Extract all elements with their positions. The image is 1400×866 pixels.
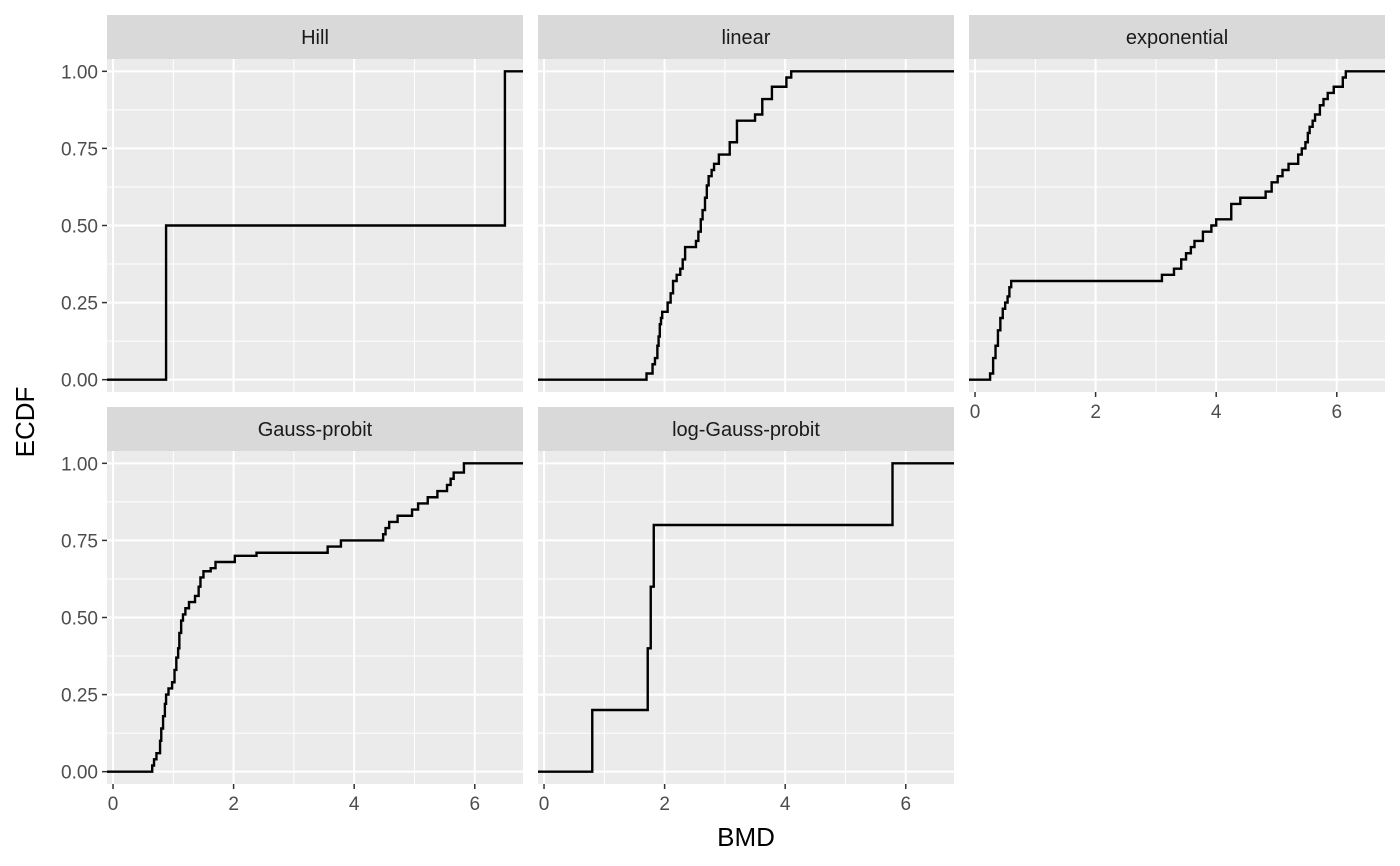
x-tick-label: 2 [659,794,670,815]
x-tick-label: 4 [349,794,360,815]
y-tick-label: 1.00 [61,454,98,475]
x-tick-label: 2 [1090,402,1101,423]
y-tick-label: 0.75 [61,531,98,552]
facet-strip [969,15,1385,59]
y-tick-label: 0.75 [61,139,98,160]
ecdf-step-line-linear [538,70,954,381]
y-axis-label: ECDF [10,387,40,458]
panel-gauss-probit: Gauss-probit 0.00 0.25 0.50 0.75 1.00 0 2 4 6 [61,407,523,815]
x-tick-label: 4 [780,794,791,815]
y-tick-label: 0.00 [61,371,98,392]
facet-strip [538,407,954,451]
ecdf-step-line-exponential [969,70,1385,381]
x-tick-label: 2 [228,794,239,815]
facet-strip-label: linear [722,27,771,49]
facet-panels: Hill 0.00 0.25 0.50 0.75 1.00 linear exponentia… [61,15,1385,815]
ecdf-step-line-hill [107,70,523,381]
y-tick-label: 0.50 [61,217,98,238]
y-tick-label: 0.25 [61,294,98,315]
panel-log-gauss-probit: log-Gauss-probit 0 2 4 6 [538,407,954,815]
facet-strip-label: log-Gauss-probit [672,419,820,441]
y-tick-label: 0.00 [61,763,98,784]
facet-strip [107,15,523,59]
facet-strip [538,15,954,59]
panel-linear: linear [538,15,954,392]
x-tick-label: 0 [108,794,119,815]
x-tick-label: 6 [1331,402,1342,423]
facet-strip [107,407,523,451]
facet-strip-label: Hill [301,27,329,49]
x-tick-label: 4 [1211,402,1222,423]
y-tick-label: 1.00 [61,62,98,83]
y-tick-label: 0.50 [61,609,98,630]
panel-hill: Hill 0.00 0.25 0.50 0.75 1.00 [61,15,523,392]
ecdf-step-line-gauss-probit [107,462,523,773]
panel-exponential: exponential 0 2 4 6 [969,15,1385,423]
x-tick-label: 6 [900,794,911,815]
x-axis-label: BMD [717,822,775,852]
facet-strip-label: Gauss-probit [258,419,373,441]
y-tick-label: 0.25 [61,686,98,707]
ecdf-step-line-log-gauss-probit [538,462,954,773]
x-tick-label: 0 [539,794,550,815]
x-tick-label: 6 [469,794,480,815]
x-tick-label: 0 [970,402,981,423]
facet-strip-label: exponential [1126,27,1228,49]
